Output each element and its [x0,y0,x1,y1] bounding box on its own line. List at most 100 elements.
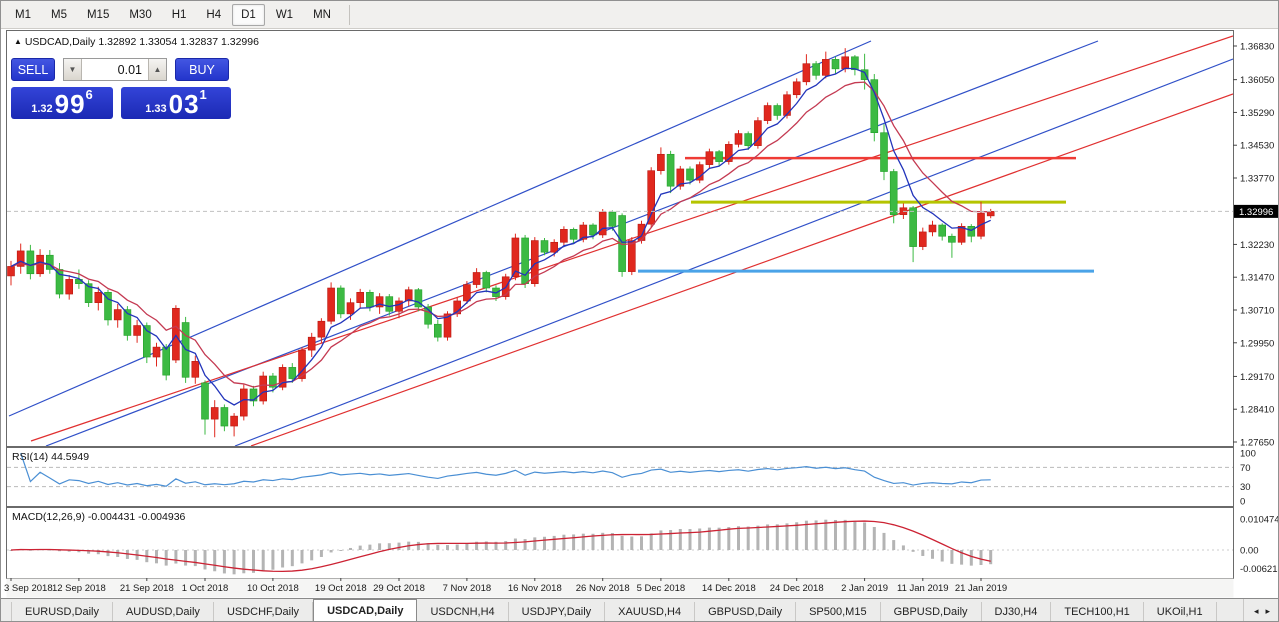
rsi-axis[interactable]: 100 70 30 0 [1240,449,1256,508]
macd-bar [300,550,304,564]
svg-text:26 Nov 2018: 26 Nov 2018 [576,583,630,594]
macd-bar [979,550,983,565]
sell-price-handle: 1.32 [31,103,53,115]
rsi-line [20,452,991,487]
svg-text:14 Dec 2018: 14 Dec 2018 [702,583,756,594]
macd-bar [484,541,488,550]
volume-stepper: ▼ ▲ [63,58,167,81]
svg-text:19 Oct 2018: 19 Oct 2018 [315,583,367,594]
macd-bar [698,528,702,550]
svg-text:1.35290: 1.35290 [1240,108,1274,119]
macd-label: MACD(12,26,9) -0.004431 -0.004936 [12,511,186,523]
macd-bar [707,527,711,550]
macd-bar [746,526,750,550]
timeframe-button-H1[interactable]: H1 [171,8,187,21]
macd-bar [290,550,294,567]
volume-decrease-button[interactable]: ▼ [64,59,82,80]
macd-bar [349,547,352,550]
macd-bar [601,532,605,550]
symbol-tab-dj30-h4[interactable]: DJ30,H4 [982,602,1052,621]
macd-bar [504,541,508,550]
timeframe-button-H4[interactable]: H4 [206,8,222,21]
svg-text:1 Oct 2018: 1 Oct 2018 [182,583,228,594]
macd-bar [242,550,246,574]
macd-bar [814,520,818,550]
symbol-tab-usdjpy-daily[interactable]: USDJPY,Daily [509,602,606,621]
macd-bar [426,543,430,550]
svg-text:1.32996: 1.32996 [1239,207,1273,218]
main-pane-layer [7,35,1233,446]
chart-header: ▲ USDCAD,Daily 1.32892 1.33054 1.32837 1… [14,36,259,48]
symbol-tab-usdcad-daily[interactable]: USDCAD,Daily [313,599,418,621]
volume-increase-button[interactable]: ▲ [148,59,166,80]
macd-bar [96,550,100,555]
symbol-tab-gbpusd-daily[interactable]: GBPUSD,Daily [695,602,797,621]
macd-bar [901,545,905,550]
macd-bar [969,550,973,566]
macd-bar [261,550,265,571]
svg-text:1.33770: 1.33770 [1240,174,1274,185]
macd-bar [591,533,595,550]
svg-text:1.31470: 1.31470 [1240,273,1274,284]
timeframe-button-M5[interactable]: M5 [50,8,67,21]
symbol-tab-sp500-m15[interactable]: SP500,M15 [796,602,881,621]
svg-text:100: 100 [1240,449,1256,460]
symbol-tab-gbpusd-daily[interactable]: GBPUSD,Daily [881,602,982,621]
symbol-tab-audusd-daily[interactable]: AUDUSD,Daily [113,602,214,621]
macd-bar [853,520,857,550]
macd-bar [232,550,236,575]
macd-axis[interactable]: 0.010474 0.00 -0.006218 [1240,515,1279,575]
tab-scroll-left-icon[interactable]: ◂ [1253,605,1259,616]
timeframe-button-M15[interactable]: M15 [86,8,110,21]
symbol-tab-usdcnh-h4[interactable]: USDCNH,H4 [417,602,509,621]
macd-bar [174,550,178,564]
macd-bar [455,544,459,550]
price-axis[interactable]: 1.36830 1.36050 1.35290 1.34530 1.33770 1.322… [1233,42,1279,449]
timeframe-button-M1[interactable]: M1 [15,8,31,21]
symbol-tab-ukoil-h1[interactable]: UKOil,H1 [1144,602,1217,621]
svg-text:10 Oct 2018: 10 Oct 2018 [247,583,299,594]
collapse-arrow-icon[interactable]: ▲ [14,37,22,46]
svg-text:3 Sep 2018: 3 Sep 2018 [4,583,53,594]
macd-bar [203,550,207,570]
symbol-tab-xauusd-h4[interactable]: XAUUSD,H4 [605,602,696,621]
svg-text:30: 30 [1240,482,1251,493]
symbol-tab-usdchf-daily[interactable]: USDCHF,Daily [214,602,314,621]
tab-scroll-right-icon[interactable]: ▸ [1265,605,1271,616]
svg-text:1.27650: 1.27650 [1240,438,1274,449]
timeframe-button-M30[interactable]: M30 [129,8,152,21]
macd-bar [213,550,217,572]
svg-text:1.36050: 1.36050 [1240,75,1274,86]
svg-text:1.28410: 1.28410 [1240,405,1274,416]
macd-signal-line [10,520,991,573]
symbol-tab-eurusd-daily[interactable]: EURUSD,Daily [11,602,113,621]
symbol-tab-tech100-h1[interactable]: TECH100,H1 [1051,602,1144,621]
macd-bar [872,526,876,550]
macd-bar [533,537,537,550]
symbol-tab-list: EURUSD,Daily AUDUSD,Daily USDCHF,Daily USDC… [1,599,1243,621]
sell-button[interactable]: SELL [11,58,55,81]
macd-bar [795,522,799,550]
sell-price-tile[interactable]: 1.32 99 6 [11,87,113,119]
buy-button[interactable]: BUY [175,58,229,81]
macd-bar [193,550,197,567]
macd-bar [523,539,527,550]
volume-input[interactable] [82,59,148,80]
timeframe-button-MN[interactable]: MN [313,8,331,21]
svg-text:21 Sep 2018: 21 Sep 2018 [120,583,174,594]
timeframe-button-D1[interactable]: D1 [232,3,265,26]
svg-text:12 Sep 2018: 12 Sep 2018 [52,583,106,594]
macd-bar [184,550,188,566]
buy-price-handle: 1.33 [145,103,167,115]
timeframe-button-W1[interactable]: W1 [275,8,294,21]
macd-bar [77,550,81,553]
chart-canvas[interactable]: 1.368301.360501.352901.345301.337701.322… [1,29,1279,598]
macd-bar [581,533,585,550]
macd-bar [950,550,954,564]
svg-text:1.30710: 1.30710 [1240,306,1274,317]
macd-bar [494,541,498,550]
macd-bar [465,543,469,550]
macd-bar [552,535,556,550]
date-axis[interactable]: 3 Sep 2018 12 Sep 2018 21 Sep 2018 1 Oct 20… [4,578,1007,594]
buy-price-tile[interactable]: 1.33 03 1 [121,87,231,119]
